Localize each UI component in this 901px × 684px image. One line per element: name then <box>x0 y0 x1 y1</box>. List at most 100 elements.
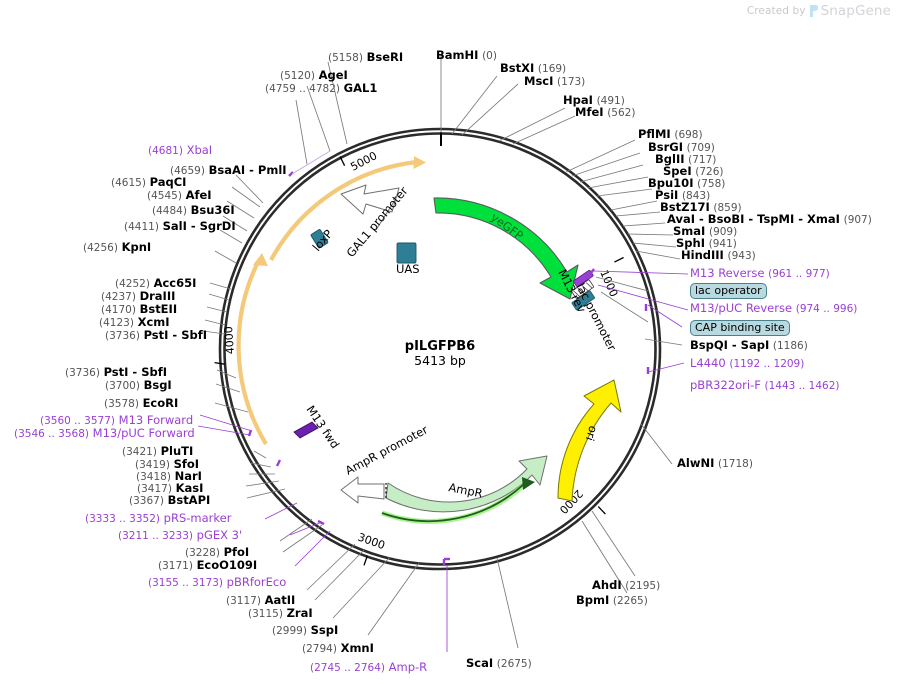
enzyme-pos-banii: (5158) <box>328 52 363 64</box>
label-pbr322ori-f[interactable]: pBR322ori-F (1443 .. 1462) <box>690 379 840 393</box>
label-bseri[interactable]: (5120) AgeI <box>280 69 348 83</box>
label-lac-operator[interactable]: lac operator <box>690 283 767 299</box>
label-bstz17i[interactable]: BstZ17I (859) <box>660 201 742 215</box>
label-bamhi[interactable]: BamHI (0) <box>436 49 497 63</box>
feature-pos-gal1: (4681) <box>148 145 183 157</box>
enzyme-pos-msci: (173) <box>557 76 586 88</box>
label-spei[interactable]: SpeI (726) <box>663 165 723 179</box>
label-bsaai-pmli[interactable]: (4615) PaqCI <box>111 176 186 190</box>
label-draiii[interactable]: (4170) BstEII <box>101 303 177 317</box>
arc-feature-gal1-promoter-arc <box>236 253 268 446</box>
label-bpmi[interactable]: BpmI (2265) <box>576 594 648 608</box>
label-agei[interactable]: (4759 .. 4782) GAL1 <box>265 82 377 96</box>
enzyme-name-ecoo109i: EcoO109I <box>196 558 258 572</box>
label-hpai[interactable]: HpaI (491) <box>563 94 625 108</box>
label-m13-puc-reverse[interactable]: M13/pUC Reverse (974 .. 996) <box>690 302 857 316</box>
enzyme-name-mfei: MfeI <box>575 105 604 119</box>
enzyme-pos-scai: (2675) <box>496 658 532 670</box>
label-pluti[interactable]: (3421) PluTI <box>122 445 193 459</box>
enzyme-pos-alwni: (1718) <box>718 458 753 470</box>
label-msci[interactable]: MscI (173) <box>524 75 585 89</box>
enzyme-name-xbai: BsaAI - PmlI <box>208 163 287 177</box>
label-afei[interactable]: (4484) Bsu36I <box>152 204 235 218</box>
enzyme-name-alwni: AlwNI <box>677 456 715 470</box>
label-psti-sbfi[interactable]: (3736) (3736) PstI - SbfI <box>65 366 167 380</box>
enzyme-pos-paqci: (4545) <box>147 190 182 202</box>
label-bsgi[interactable]: (3700) BsgI <box>105 379 172 393</box>
label-cap-binding-site[interactable]: CAP binding site <box>690 320 790 336</box>
feature-name-lac-operator: lac operator <box>690 283 767 299</box>
label-sali-sgrdi[interactable]: (4256) KpnI <box>83 241 151 255</box>
label-alwni[interactable]: AlwNI (1718) <box>677 457 753 471</box>
enzyme-name-pluti: PluTI <box>160 444 194 458</box>
label-ecori[interactable]: (3578) EcoRI <box>104 397 178 411</box>
label-xmni[interactable]: (2794) XmnI <box>302 642 374 656</box>
label-bsu36i[interactable]: (4411) SalI - SgrDI <box>124 220 236 234</box>
label-bspqi-sapi[interactable]: BspQI - SapI (1186) <box>690 339 808 353</box>
label-paqci[interactable]: (4545) AfeI <box>147 189 212 203</box>
enzyme-pos-psti-sbfi: (3736) <box>65 367 100 379</box>
feature-name-prs-marker: pRS-marker <box>163 511 232 525</box>
label-psii[interactable]: PsiI (843) <box>655 189 710 203</box>
label-m13-reverse[interactable]: M13 Reverse (961 .. 977) <box>690 267 830 281</box>
feature-tick-marks <box>247 132 650 566</box>
label-ecoo109i[interactable]: (3171) EcoO109I <box>158 559 257 573</box>
label-kasi[interactable]: (3417) KasI <box>137 482 203 496</box>
label-mfei[interactable]: MfeI (562) <box>575 106 635 120</box>
label-bsteii[interactable]: (4123) XcmI <box>99 316 170 330</box>
label-ahdi[interactable]: AhdI (2195) <box>592 579 660 593</box>
label-l4440[interactable]: L4440 (1192 .. 1209) <box>690 357 804 371</box>
label-m13-forward[interactable]: (3560 .. 3577) M13 Forward <box>40 414 193 428</box>
label-hindiii[interactable]: HindIII (943) <box>681 249 756 263</box>
enzyme-pos-bpmi: (2265) <box>612 595 648 607</box>
label-bstxi[interactable]: BstXI (169) <box>500 62 566 76</box>
label-xbai[interactable]: (4659) BsaAI - PmlI <box>170 164 287 178</box>
feature-name-m13-forward: M13 Forward <box>118 413 194 427</box>
label-aatii[interactable]: (3117) AatII <box>226 594 295 608</box>
label-bsrgi[interactable]: BsrGI (709) <box>648 141 715 155</box>
enzyme-name-nari: NarI <box>174 469 202 483</box>
label-sphi[interactable]: SphI (941) <box>676 237 737 251</box>
label-scai[interactable]: ScaI (2675) <box>466 657 532 671</box>
label-xcmi[interactable]: (3736) PstI - SbfI <box>105 329 207 343</box>
label-pgex3[interactable]: (3211 .. 3233) pGEX 3' <box>118 529 242 543</box>
feature-name-cap-binding-site: CAP binding site <box>690 320 790 336</box>
enzyme-pos-smai: (909) <box>708 226 738 238</box>
feature-pos-m13-reverse: (961 .. 977) <box>768 268 830 280</box>
feature-pos-amp-r: (2745 .. 2764) <box>310 662 385 674</box>
label-pflmi[interactable]: PflMI (698) <box>638 128 703 142</box>
label-smai[interactable]: SmaI (909) <box>673 225 737 239</box>
enzyme-name-msci: MscI <box>524 74 554 88</box>
label-zrai[interactable]: (3115) ZraI <box>248 607 313 621</box>
enzyme-pos-bamhi: (0) <box>482 50 497 62</box>
arc-feature-ori: ori <box>557 379 622 502</box>
label-bstapi[interactable]: (3367) BstAPI <box>129 494 210 508</box>
enzyme-pos-hpai: (491) <box>596 95 625 107</box>
feature-name-gal1: XbaI <box>186 143 213 157</box>
label-sfoi[interactable]: (3419) SfoI <box>135 458 199 472</box>
enzyme-pos-spei: (726) <box>695 166 724 178</box>
plasmid-name: pILGFPB6 <box>404 339 476 354</box>
label-m13-puc-forward[interactable]: (3546 .. 3568) M13/pUC Forward <box>14 427 195 441</box>
label-banii[interactable]: (5158) BseRI <box>328 51 403 65</box>
enzyme-name-pflmi: PflMI <box>638 127 671 141</box>
enzyme-pos-sali: (4256) <box>83 242 118 254</box>
label-prs-marker[interactable]: (3333 .. 3352) pRS-marker <box>85 512 231 526</box>
leader-lines <box>197 55 689 652</box>
feature-name-pbrforeco: pBRforEco <box>226 575 287 589</box>
label-bglii[interactable]: BglII (717) <box>655 153 716 167</box>
label-avai-bsobi-tspmi-xmai[interactable]: AvaI - BsoBI - TspMI - XmaI (907) <box>667 213 872 227</box>
label-amp-r[interactable]: (2745 .. 2764) Amp-R <box>310 661 427 675</box>
enzyme-pos-pluti: (3421) <box>122 446 157 458</box>
label-pfoi[interactable]: (3228) PfoI <box>185 546 249 560</box>
label-pbrforeco[interactable]: (3155 .. 3173) pBRforEco <box>148 576 286 590</box>
enzyme-name-sfoi: SfoI <box>173 457 200 471</box>
enzyme-name-aatii: AatII <box>264 593 296 607</box>
label-gal1[interactable]: (4681) XbaI <box>148 144 212 158</box>
label-nari[interactable]: (3418) NarI <box>136 470 202 484</box>
label-acc65i[interactable]: (4237) DraIII <box>101 290 175 304</box>
label-kpni[interactable]: (4252) Acc65I <box>115 277 196 291</box>
label-sspi[interactable]: (2999) SspI <box>272 624 338 638</box>
label-bpu10i[interactable]: Bpu10I (758) <box>648 177 725 191</box>
